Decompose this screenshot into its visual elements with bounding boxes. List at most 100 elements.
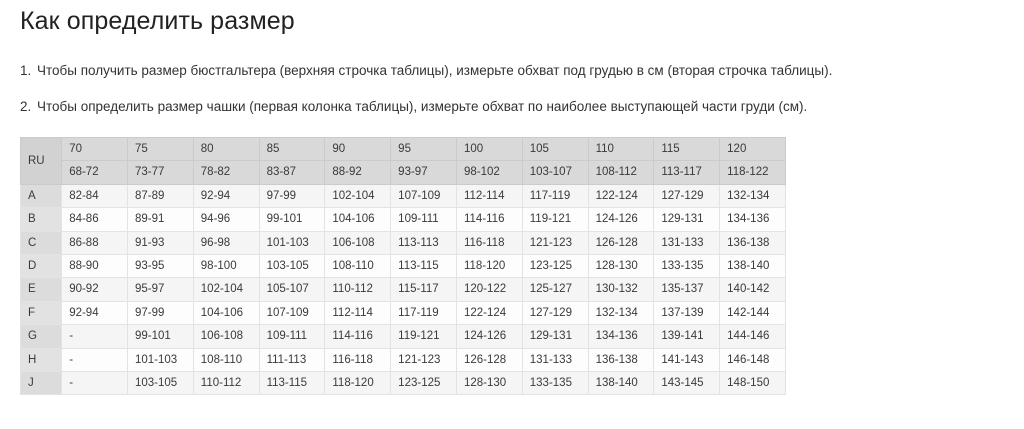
table-row: J - 103-105 110-112 113-115 118-120 123-…: [19, 371, 786, 396]
table-cell: 120-122: [455, 277, 523, 302]
table-cell: 116-118: [455, 230, 523, 256]
table-cell: 112-114: [324, 300, 392, 326]
table-cell: 136-138: [587, 347, 655, 373]
header-size-cell: 85: [258, 136, 326, 162]
table-cell: 112-114: [455, 183, 523, 209]
table-cell: 113-115: [390, 254, 457, 279]
table-cell: 131-133: [521, 347, 589, 373]
table-cell: 107-109: [390, 183, 457, 209]
header-underbust-cell: 103-107: [521, 160, 589, 185]
table-cell: 148-150: [719, 371, 786, 396]
table-cell: 110-112: [324, 277, 392, 302]
table-row: F 92-94 97-99 104-106 107-109 112-114 11…: [19, 300, 786, 326]
table-cell: 103-105: [258, 254, 326, 279]
table-cell: 132-134: [587, 300, 655, 326]
table-cell: 114-116: [455, 207, 523, 232]
table-cell: 132-134: [719, 183, 786, 209]
table-cell: 108-110: [192, 347, 260, 373]
table-cell: 129-131: [521, 324, 589, 349]
table-cell: 126-128: [455, 347, 523, 373]
instruction-item-1: 1. Чтобы получить размер бюстгальтера (в…: [20, 62, 1010, 80]
table-cell: 92-94: [192, 183, 260, 209]
header-size-cell: 75: [126, 136, 194, 162]
header-underbust-cell: 93-97: [390, 160, 457, 185]
table-cell: 102-104: [192, 277, 260, 302]
size-chart-table: RU 70 75 80 85 90 95 100 105 110 115 120…: [19, 136, 786, 396]
header-underbust-cell: 83-87: [258, 160, 326, 185]
table-row: A 82-84 87-89 92-94 97-99 102-104 107-10…: [19, 183, 786, 209]
table-cell: 117-119: [390, 300, 457, 326]
table-cell: 89-91: [126, 207, 194, 232]
table-cell: 97-99: [258, 183, 326, 209]
cup-size-label: H: [19, 347, 63, 373]
table-cell: 131-133: [653, 230, 721, 256]
cup-size-label: J: [19, 371, 63, 396]
table-cell: 133-135: [521, 371, 589, 396]
table-cell: 118-120: [455, 254, 523, 279]
table-cell: 143-145: [653, 371, 721, 396]
header-underbust-cell: 118-122: [719, 160, 786, 185]
table-cell: 101-103: [258, 230, 326, 256]
table-cell: 126-128: [587, 230, 655, 256]
header-underbust-cell: 78-82: [192, 160, 260, 185]
table-cell: 86-88: [61, 230, 128, 256]
table-cell: 110-112: [192, 371, 260, 396]
table-cell: 129-131: [653, 207, 721, 232]
table-cell: 128-130: [587, 254, 655, 279]
table-cell: 146-148: [719, 347, 786, 373]
table-cell: 113-113: [390, 230, 457, 256]
table-cell: 119-121: [521, 207, 589, 232]
table-cell: -: [61, 347, 128, 373]
table-cell: 94-96: [192, 207, 260, 232]
header-size-cell: 90: [324, 136, 392, 162]
table-cell: 142-144: [719, 300, 786, 326]
table-row: H - 101-103 108-110 111-113 116-118 121-…: [19, 347, 786, 373]
instruction-marker-2: 2.: [20, 99, 32, 114]
header-underbust-cell: 98-102: [455, 160, 523, 185]
table-row: C 86-88 91-93 96-98 101-103 106-108 113-…: [19, 230, 786, 256]
table-corner-label: RU: [19, 137, 63, 185]
table-cell: 103-105: [126, 371, 194, 396]
table-cell: 123-125: [521, 254, 589, 279]
table-cell: 82-84: [61, 183, 128, 209]
table-cell: 92-94: [61, 300, 128, 326]
table-header-row-sizes: RU 70 75 80 85 90 95 100 105 110 115 120: [19, 136, 786, 185]
header-underbust-cell: 68-72: [61, 160, 128, 185]
cup-size-label: D: [19, 254, 63, 279]
table-cell: 99-101: [258, 207, 326, 232]
header-size-cell: 95: [390, 136, 457, 162]
table-cell: 104-106: [192, 300, 260, 326]
header-size-cell: 115: [653, 136, 721, 162]
table-cell: 98-100: [192, 254, 260, 279]
table-cell: 121-123: [390, 347, 457, 373]
instructions-list: 1. Чтобы получить размер бюстгальтера (в…: [20, 62, 1010, 134]
table-cell: 130-132: [587, 277, 655, 302]
table-cell: 87-89: [126, 183, 194, 209]
header-underbust-cell: 88-92: [324, 160, 392, 185]
table-row: E 90-92 95-97 102-104 105-107 110-112 11…: [19, 277, 786, 302]
table-row: B 84-86 89-91 94-96 99-101 104-106 109-1…: [19, 207, 786, 232]
table-cell: 124-126: [455, 324, 523, 349]
instruction-marker-1: 1.: [20, 63, 32, 78]
header-size-cell: 110: [587, 136, 655, 162]
header-size-cell: 70: [61, 136, 128, 162]
table-cell: 139-141: [653, 324, 721, 349]
table-cell: 134-136: [719, 207, 786, 232]
cup-size-label: E: [19, 277, 63, 302]
table-cell: 88-90: [61, 254, 128, 279]
cup-size-label: C: [19, 230, 63, 256]
table-cell: 106-108: [324, 230, 392, 256]
header-size-cell: 120: [719, 136, 786, 162]
table-cell: 138-140: [719, 254, 786, 279]
table-cell: 121-123: [521, 230, 589, 256]
header-underbust-cell: 73-77: [126, 160, 194, 185]
table-cell: 105-107: [258, 277, 326, 302]
table-cell: 113-115: [258, 371, 326, 396]
table-cell: 101-103: [126, 347, 194, 373]
table-cell: -: [61, 371, 128, 396]
table-cell: 117-119: [521, 183, 589, 209]
table-cell: 127-129: [653, 183, 721, 209]
instruction-text-1: Чтобы получить размер бюстгальтера (верх…: [37, 63, 833, 78]
table-cell: 106-108: [192, 324, 260, 349]
size-chart-container: RU 70 75 80 85 90 95 100 105 110 115 120…: [19, 136, 786, 396]
